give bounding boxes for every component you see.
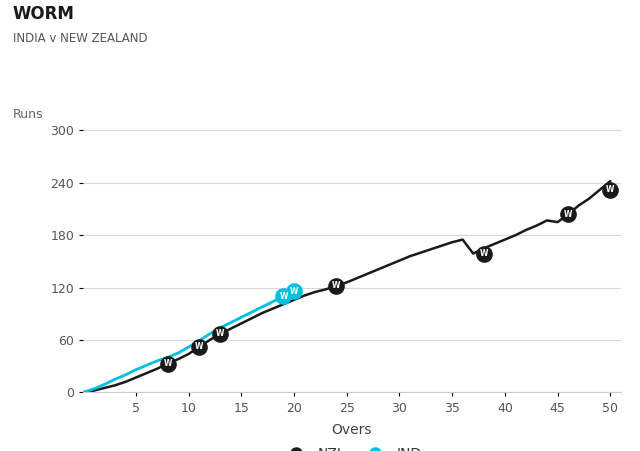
Text: W: W	[163, 359, 172, 368]
Text: INDIA v NEW ZEALAND: INDIA v NEW ZEALAND	[13, 32, 147, 45]
Text: W: W	[564, 210, 572, 219]
Text: W: W	[290, 287, 298, 295]
X-axis label: Overs: Overs	[332, 423, 372, 437]
Legend: NZL, IND: NZL, IND	[277, 442, 427, 451]
Text: W: W	[279, 292, 287, 301]
Text: W: W	[606, 185, 614, 194]
Text: W: W	[216, 329, 225, 338]
Text: W: W	[479, 249, 488, 258]
Text: W: W	[195, 342, 204, 351]
Text: Runs: Runs	[13, 108, 44, 121]
Text: WORM: WORM	[13, 5, 75, 23]
Text: W: W	[332, 281, 340, 290]
